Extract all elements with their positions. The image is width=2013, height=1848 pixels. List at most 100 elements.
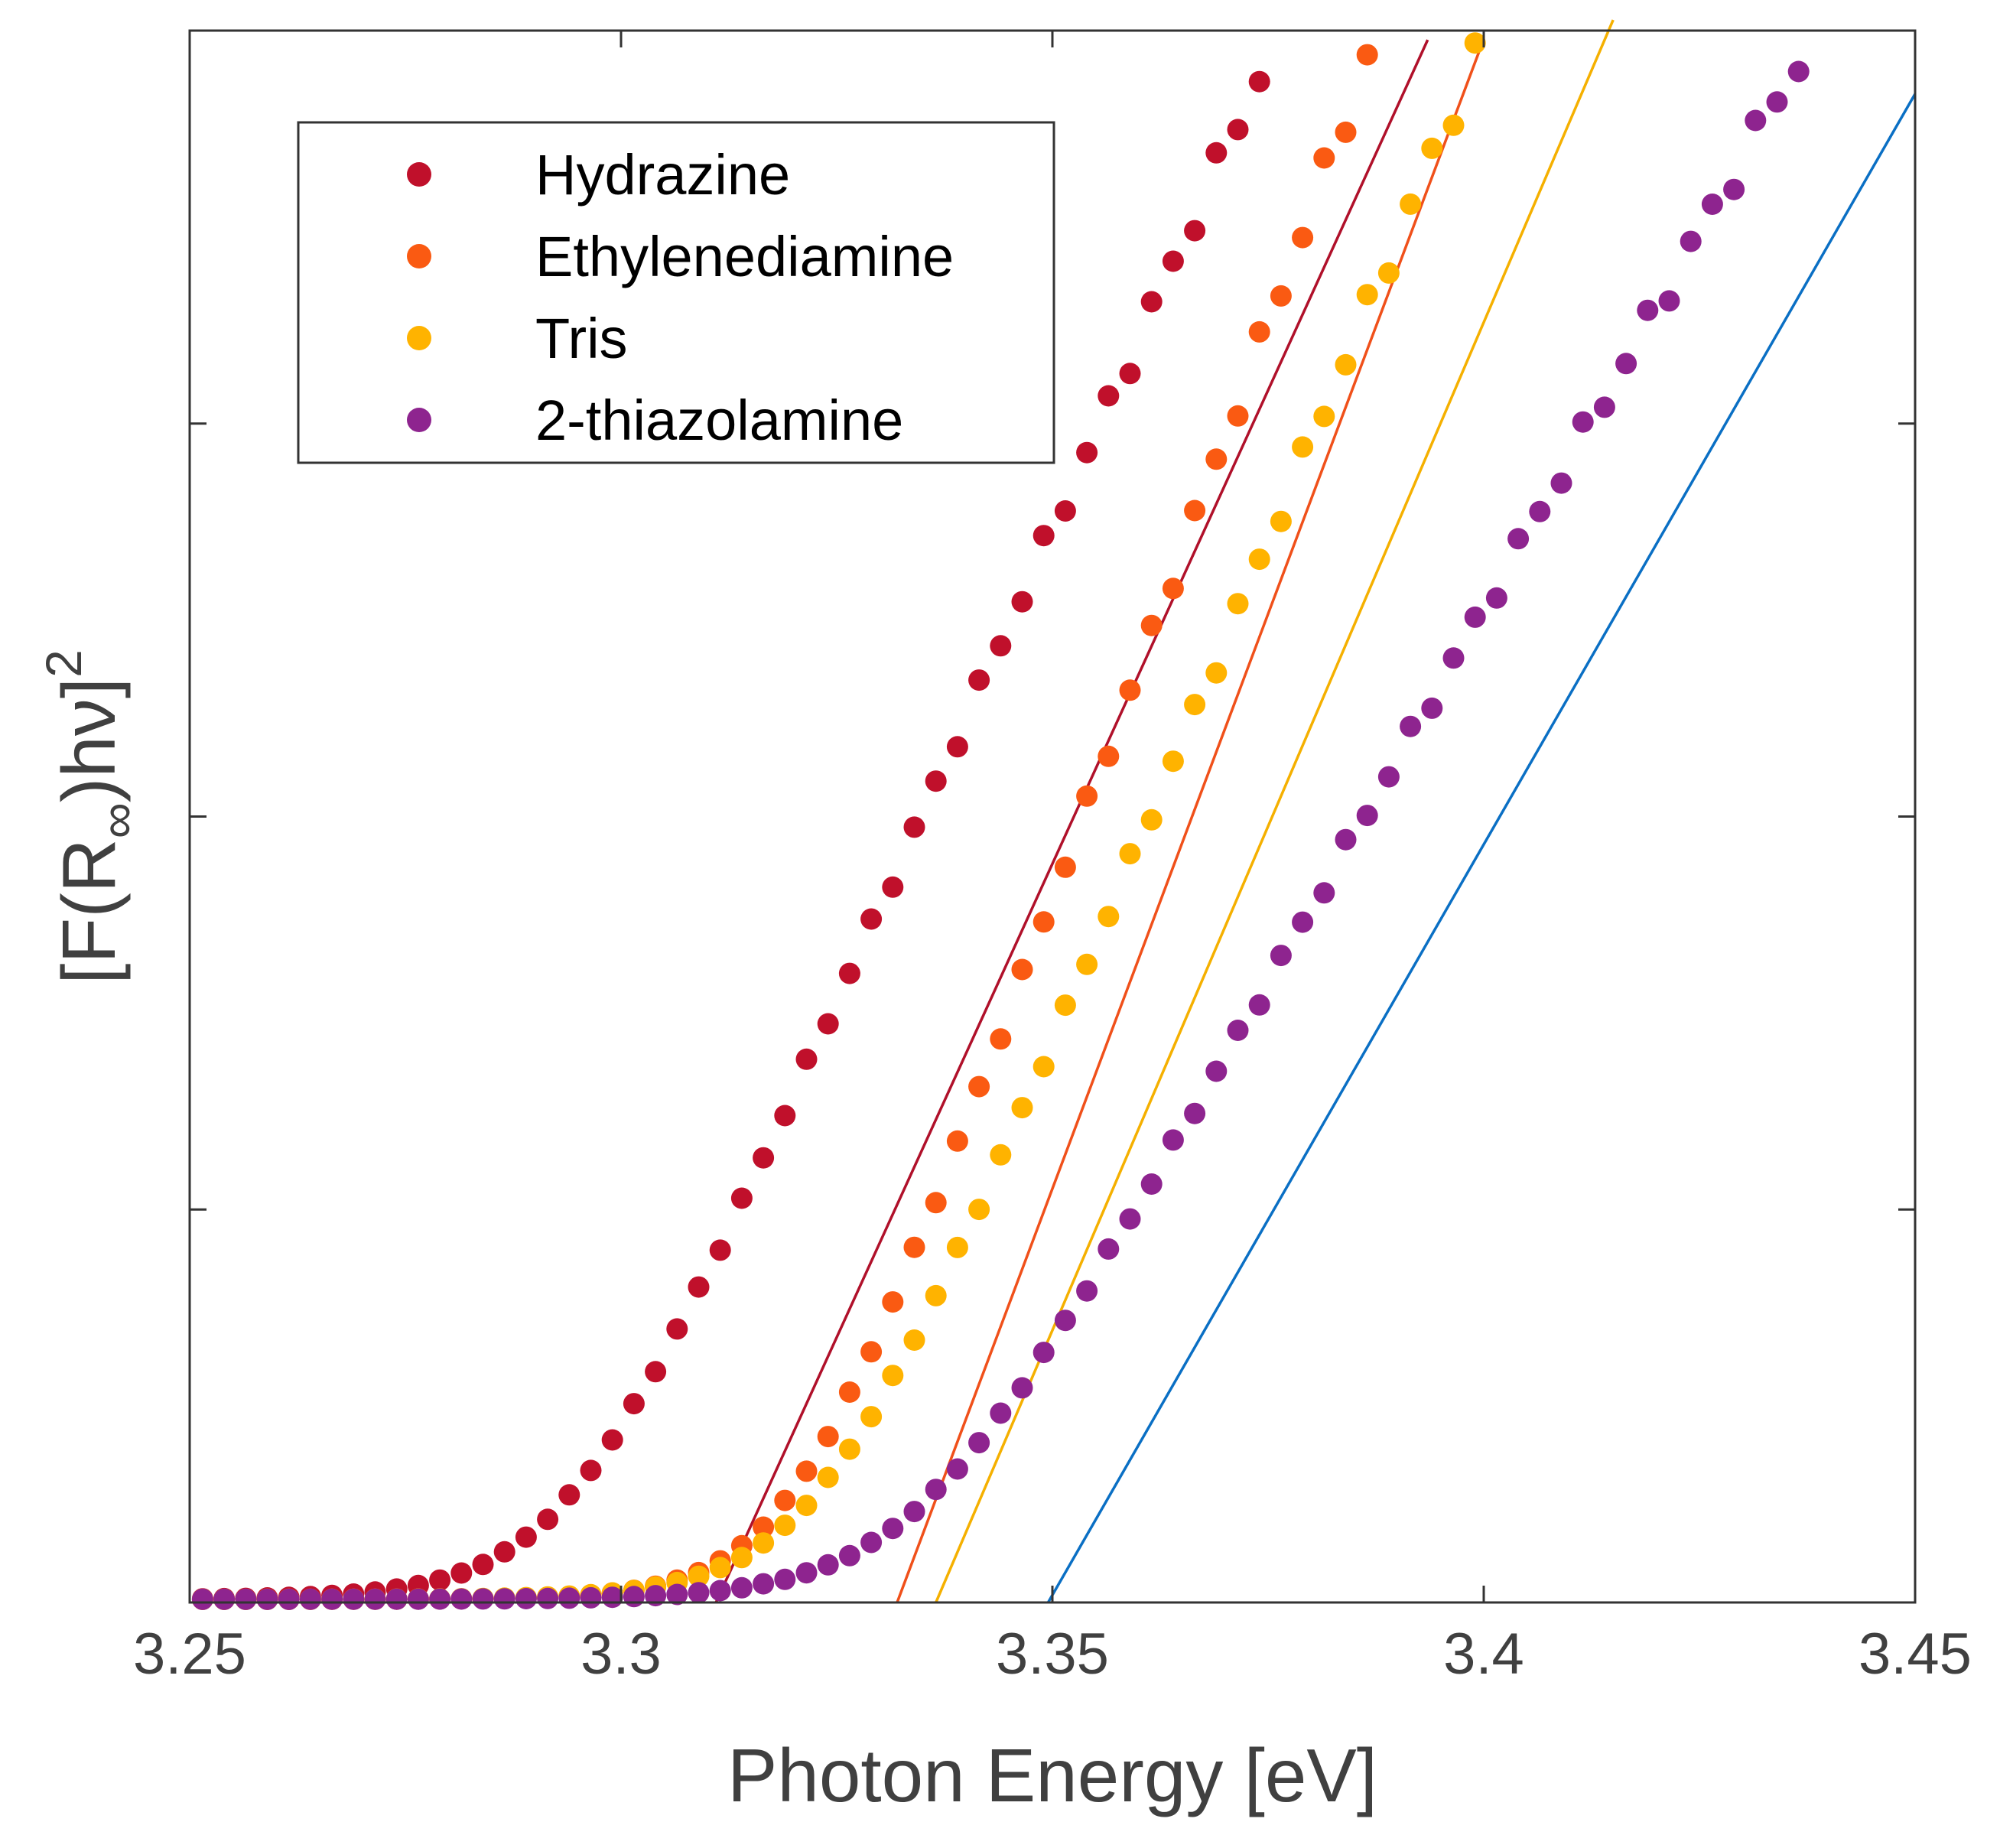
- point-2-thiazolamine: [688, 1582, 710, 1604]
- point-tris: [1292, 436, 1314, 458]
- point-2-thiazolamine: [450, 1588, 473, 1610]
- point-ethylenediamine: [1205, 448, 1228, 470]
- point-tris: [1076, 953, 1098, 975]
- point-tris: [1011, 1097, 1033, 1119]
- legend-label-ethylenediamine: Ethylenediamine: [535, 225, 954, 288]
- y-axis-label: [F(R∞)hν]2: [35, 649, 145, 984]
- point-hydrazine: [838, 962, 860, 984]
- point-tris: [1356, 284, 1378, 306]
- point-hydrazine: [925, 770, 947, 792]
- point-ethylenediamine: [1162, 578, 1184, 600]
- point-tris: [838, 1438, 860, 1460]
- point-tris: [730, 1547, 753, 1569]
- point-hydrazine: [730, 1187, 753, 1209]
- point-2-thiazolamine: [1248, 994, 1270, 1016]
- point-2-thiazolamine: [1400, 715, 1422, 737]
- y-axis-label-subscript: ∞: [89, 802, 145, 838]
- point-hydrazine: [537, 1508, 559, 1531]
- point-hydrazine: [1205, 142, 1228, 164]
- point-tris: [1227, 593, 1249, 615]
- point-hydrazine: [882, 876, 904, 898]
- point-ethylenediamine: [1356, 44, 1378, 66]
- point-2-thiazolamine: [1227, 1020, 1249, 1041]
- point-tris: [1205, 662, 1228, 684]
- point-2-thiazolamine: [364, 1588, 386, 1610]
- point-tris: [1248, 548, 1270, 571]
- point-2-thiazolamine: [1335, 828, 1357, 851]
- point-2-thiazolamine: [1464, 606, 1486, 628]
- point-tris: [925, 1284, 947, 1306]
- point-2-thiazolamine: [558, 1587, 580, 1609]
- point-hydrazine: [903, 816, 925, 838]
- point-2-thiazolamine: [1054, 1310, 1076, 1332]
- point-hydrazine: [774, 1105, 796, 1127]
- point-ethylenediamine: [838, 1381, 860, 1403]
- point-2-thiazolamine: [1615, 353, 1637, 375]
- point-ethylenediamine: [1098, 745, 1120, 767]
- point-ethylenediamine: [1054, 856, 1076, 878]
- point-hydrazine: [666, 1318, 688, 1340]
- point-hydrazine: [795, 1048, 818, 1070]
- point-hydrazine: [1184, 220, 1206, 242]
- point-tris: [753, 1532, 775, 1554]
- point-2-thiazolamine: [1485, 587, 1507, 609]
- point-tris: [1054, 994, 1076, 1017]
- point-ethylenediamine: [817, 1426, 839, 1448]
- point-tris: [946, 1236, 968, 1258]
- point-ethylenediamine: [753, 1516, 775, 1538]
- point-tris: [1335, 353, 1357, 376]
- y-axis-label-superscript: 2: [35, 649, 92, 678]
- point-tris: [709, 1557, 731, 1579]
- point-tris: [1270, 510, 1292, 532]
- point-2-thiazolamine: [1550, 472, 1572, 494]
- point-tris: [1421, 137, 1443, 159]
- point-2-thiazolamine: [623, 1586, 645, 1608]
- point-2-thiazolamine: [1140, 1173, 1163, 1195]
- point-tris: [882, 1365, 904, 1387]
- point-tris: [1377, 262, 1400, 284]
- x-tick-label: 3.4: [1443, 1622, 1524, 1687]
- point-2-thiazolamine: [1184, 1102, 1206, 1124]
- point-hydrazine: [601, 1429, 623, 1451]
- point-ethylenediamine: [1248, 320, 1270, 343]
- data-points: [191, 32, 1810, 1610]
- point-2-thiazolamine: [1593, 396, 1615, 418]
- point-2-thiazolamine: [1011, 1377, 1033, 1399]
- point-2-thiazolamine: [407, 1588, 429, 1610]
- point-2-thiazolamine: [1313, 882, 1335, 904]
- point-tris: [860, 1406, 883, 1428]
- point-tris: [1098, 906, 1120, 928]
- point-hydrazine: [753, 1147, 775, 1169]
- point-2-thiazolamine: [1292, 911, 1314, 933]
- point-ethylenediamine: [946, 1130, 968, 1152]
- point-hydrazine: [1140, 291, 1163, 313]
- point-2-thiazolamine: [1421, 697, 1443, 719]
- fit-line-hydrazine: [714, 39, 1429, 1603]
- point-2-thiazolamine: [472, 1588, 494, 1610]
- point-2-thiazolamine: [1356, 805, 1378, 827]
- point-2-thiazolamine: [256, 1588, 278, 1610]
- point-ethylenediamine: [968, 1075, 990, 1098]
- point-hydrazine: [1227, 119, 1249, 141]
- point-2-thiazolamine: [1162, 1129, 1184, 1151]
- point-2-thiazolamine: [1119, 1208, 1141, 1230]
- point-hydrazine: [1076, 441, 1098, 464]
- point-2-thiazolamine: [1098, 1238, 1120, 1260]
- x-tick-label: 3.45: [1859, 1622, 1972, 1687]
- point-ethylenediamine: [1270, 285, 1292, 307]
- point-hydrazine: [1162, 250, 1184, 272]
- point-ethylenediamine: [774, 1489, 796, 1511]
- point-2-thiazolamine: [1637, 299, 1659, 321]
- point-hydrazine: [429, 1569, 451, 1591]
- point-tris: [1400, 193, 1422, 215]
- point-2-thiazolamine: [1529, 500, 1551, 522]
- point-2-thiazolamine: [1270, 945, 1292, 967]
- point-2-thiazolamine: [1680, 230, 1702, 252]
- point-2-thiazolamine: [191, 1588, 213, 1610]
- legend-label-2-thiazolamine: 2-thiazolamine: [535, 389, 903, 452]
- point-hydrazine: [1119, 363, 1141, 385]
- point-ethylenediamine: [795, 1460, 818, 1482]
- point-tris: [1140, 808, 1163, 831]
- point-2-thiazolamine: [299, 1588, 321, 1610]
- point-hydrazine: [968, 669, 990, 691]
